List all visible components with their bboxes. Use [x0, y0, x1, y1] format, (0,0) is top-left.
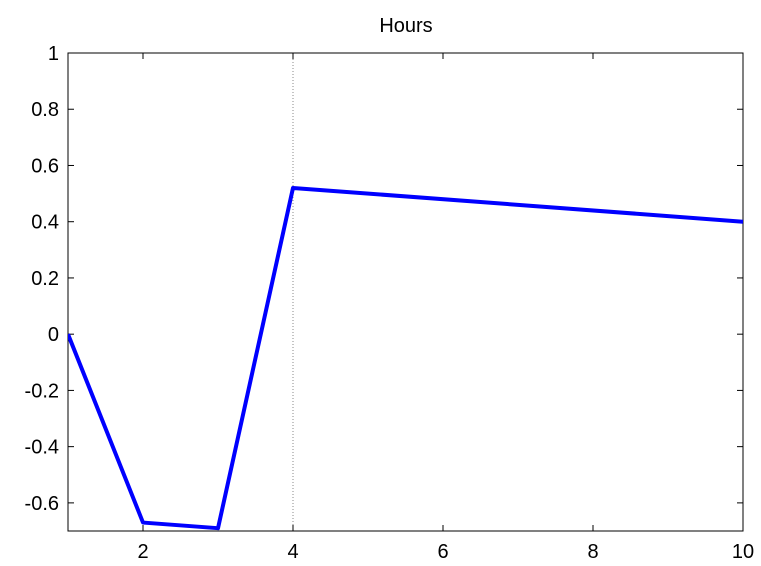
y-tick-label: 0.6: [31, 155, 59, 177]
y-tick-label: 0.2: [31, 268, 59, 290]
plot-frame: [67, 52, 744, 532]
y-tick-label: 0.8: [31, 99, 59, 121]
y-tick-label: -0.4: [25, 437, 59, 459]
y-tick-label: 1: [48, 43, 59, 65]
x-tick-label: 8: [587, 541, 598, 563]
y-tick-label: 0.4: [31, 212, 59, 234]
y-tick-label: -0.2: [25, 380, 59, 402]
plot-area: 2 4 6 8 10 1 0.8 0.6 0.4 0.2 0 -0.2 -0.4 -0.6: [25, 43, 755, 563]
x-tick-label: 10: [732, 541, 754, 563]
series-line: [68, 185, 743, 531]
x-tick-label: 4: [287, 541, 298, 563]
y-tick-label: 0: [48, 324, 59, 346]
chart-title: Hours: [379, 15, 432, 37]
x-tick-label: 6: [437, 541, 448, 563]
y-tick-label: -0.6: [25, 493, 59, 515]
x-tick-label: 2: [137, 541, 148, 563]
